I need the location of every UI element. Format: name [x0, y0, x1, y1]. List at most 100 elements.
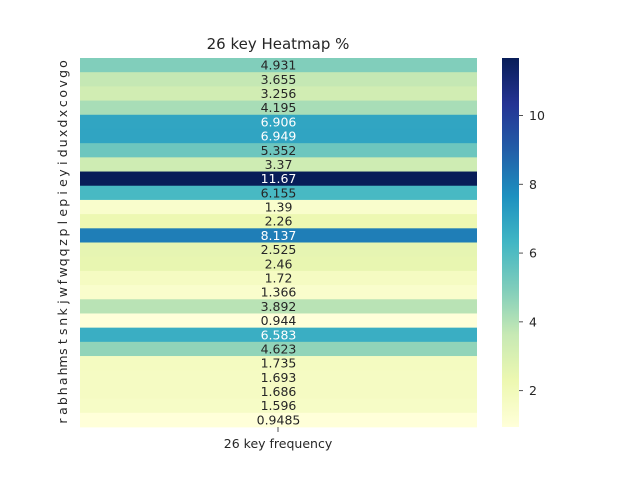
y-tick-label: b — [55, 397, 70, 405]
cell-value-label: 8.137 — [261, 228, 297, 243]
y-tick-label: e — [55, 209, 70, 217]
heatmap-cell — [80, 185, 477, 201]
y-tick-label: a — [55, 377, 70, 385]
y-tick-label: c — [55, 100, 70, 107]
y-tick-label: h — [55, 387, 70, 395]
y-tick-label: l — [55, 221, 70, 224]
colorbar-ticks: 2 4 6 8 10 — [519, 108, 545, 398]
cell-value-label: 3.37 — [265, 157, 293, 172]
y-tick-label: o — [55, 90, 70, 98]
y-tick-label: h — [55, 367, 70, 375]
cell-value-label: 6.906 — [261, 114, 297, 129]
y-tick-label: x — [55, 130, 70, 137]
colorbar-tick-label: 8 — [529, 177, 537, 192]
y-tick-label: n — [55, 318, 70, 326]
heatmap-cell — [80, 214, 477, 229]
cell-value-label: 6.583 — [261, 327, 297, 342]
y-tick-label: y — [55, 169, 70, 177]
heatmap-cell — [80, 199, 477, 215]
cell-value-label: 11.67 — [261, 171, 297, 186]
x-tick-label: 26 key frequency — [224, 436, 333, 451]
colorbar-tick-label: 6 — [529, 246, 537, 261]
y-tick-label: d — [55, 120, 70, 128]
y-tick-label: q — [55, 258, 70, 266]
heatmap-cell — [80, 356, 477, 371]
y-tick-label: s — [55, 328, 70, 335]
y-tick-label: x — [55, 110, 70, 117]
y-tick-label: p — [55, 229, 70, 237]
y-tick-label: s — [55, 348, 70, 355]
y-tick-label: o — [55, 60, 70, 68]
cell-value-label: 1.366 — [261, 285, 297, 300]
cell-value-label: 4.931 — [261, 58, 297, 73]
heatmap-cell — [80, 114, 477, 130]
cell-value-label: 5.352 — [261, 143, 297, 158]
cell-value-label: 0.944 — [261, 313, 297, 328]
y-tick-label: a — [55, 407, 70, 415]
y-tick-label: z — [55, 239, 70, 246]
cell-value-label: 4.195 — [261, 100, 297, 115]
y-tick-label: f — [55, 279, 70, 284]
heatmap-cell — [80, 412, 477, 428]
colorbar-tick-label: 4 — [529, 314, 537, 329]
cell-value-label: 4.623 — [261, 341, 297, 356]
x-axis: 26 key frequency — [224, 427, 333, 451]
y-tick-label: w — [55, 287, 70, 297]
y-tick-label: e — [55, 179, 70, 187]
heatmap-cell-labels: 4.9313.6553.2564.1956.9066.9495.3523.371… — [257, 58, 301, 428]
cell-value-label: 6.155 — [261, 185, 297, 200]
heatmap-cell — [80, 384, 477, 400]
cell-value-label: 1.72 — [265, 270, 293, 285]
heatmap-cell — [80, 171, 477, 187]
heatmap-cell — [80, 100, 477, 116]
cell-value-label: 2.525 — [261, 242, 297, 257]
heatmap-cell — [80, 270, 477, 286]
heatmap-cell — [80, 327, 477, 343]
heatmap-cell — [80, 128, 477, 144]
cell-value-label: 3.892 — [261, 299, 297, 314]
cell-value-label: 1.596 — [261, 398, 297, 413]
cell-value-label: 2.46 — [265, 256, 293, 271]
heatmap-cell — [80, 299, 477, 314]
y-tick-label: w — [55, 267, 70, 277]
cell-value-label: 1.735 — [261, 356, 297, 371]
y-tick-label: k — [55, 308, 70, 316]
colorbar-tick-label: 2 — [529, 383, 537, 398]
heatmap-cell — [80, 285, 477, 300]
colorbar-gradient — [502, 58, 519, 427]
y-tick-label: j — [55, 300, 70, 304]
y-tick-label: d — [55, 149, 70, 157]
colorbar-tick-label: 10 — [529, 108, 545, 123]
heatmap-cell — [80, 398, 477, 414]
heatmap-cell — [80, 143, 477, 158]
heatmap-cell — [80, 341, 477, 357]
cell-value-label: 1.39 — [265, 200, 293, 215]
y-tick-label: r — [55, 418, 70, 424]
cell-value-label: 6.949 — [261, 129, 297, 144]
y-tick-label: m — [55, 355, 70, 367]
y-tick-label: u — [55, 139, 70, 147]
colorbar: 2 4 6 8 10 — [502, 58, 545, 427]
heatmap-cell — [80, 313, 477, 329]
heatmap-cell — [80, 228, 477, 243]
heatmap-cell — [80, 58, 477, 73]
y-tick-label: p — [55, 199, 70, 207]
heatmap-cell — [80, 242, 477, 258]
y-tick-label: v — [55, 80, 70, 88]
cell-value-label: 1.686 — [261, 384, 297, 399]
heatmap-cell — [80, 86, 477, 101]
cell-value-label: 0.9485 — [257, 412, 301, 427]
y-tick-label: q — [55, 248, 70, 256]
cell-value-label: 1.693 — [261, 370, 297, 385]
heatmap-cell — [80, 256, 477, 272]
y-tick-label: i — [55, 191, 70, 194]
cell-value-label: 3.655 — [261, 72, 297, 87]
heatmap-cell — [80, 370, 477, 385]
heatmap-cells — [80, 58, 477, 428]
y-tick-label: t — [55, 339, 70, 344]
heatmap-cell — [80, 157, 477, 172]
y-tick-label: i — [55, 161, 70, 164]
